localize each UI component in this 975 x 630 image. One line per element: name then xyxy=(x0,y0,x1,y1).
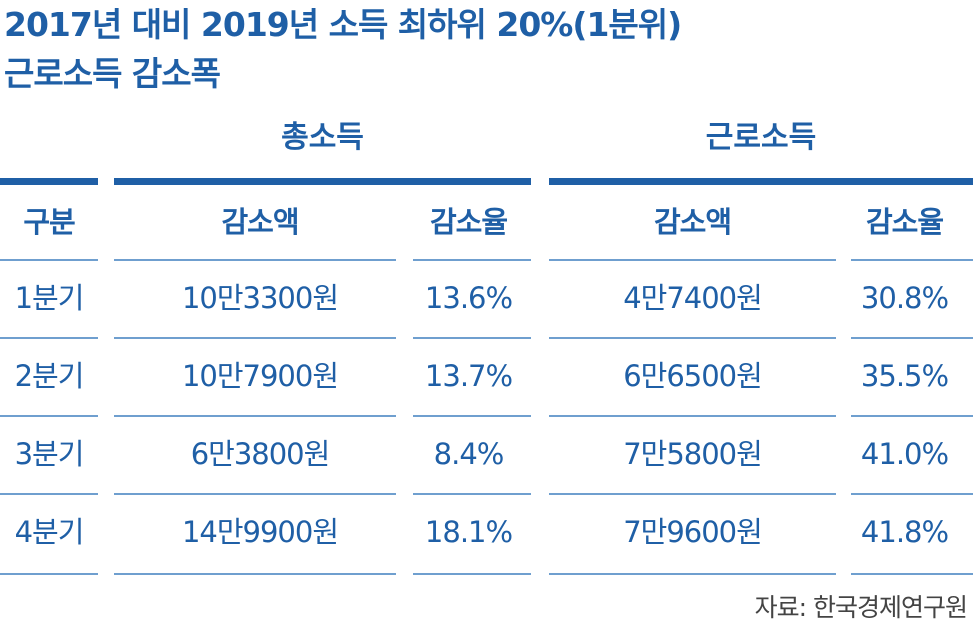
group-label-total-income: 총소득 xyxy=(281,120,364,155)
table-cell-total-amount: 10만3300원 xyxy=(181,281,339,315)
table-cell-earned-rate: 35.5% xyxy=(860,359,949,393)
chart-title-line2: 근로소득 감소폭 xyxy=(4,54,221,93)
row-rule xyxy=(549,415,836,417)
table-cell-total-rate: 8.4% xyxy=(433,437,505,471)
column-header-earned-rate: 감소율 xyxy=(865,205,944,239)
group-label-earned-income: 근로소득 xyxy=(705,120,817,155)
table-cell-category: 1분기 xyxy=(14,281,85,315)
row-rule xyxy=(413,337,531,339)
table-cell-earned-rate: 30.8% xyxy=(860,281,949,315)
row-rule xyxy=(114,337,396,339)
table-cell-earned-rate: 41.8% xyxy=(860,515,949,549)
table-cell-total-rate: 18.1% xyxy=(424,515,513,549)
column-header-earned-amount: 감소액 xyxy=(653,205,732,239)
header-rule-category xyxy=(0,178,98,185)
source-note: 자료: 한국경제연구원 xyxy=(754,593,968,622)
table-cell-earned-amount: 7만5800원 xyxy=(623,437,763,471)
table-cell-earned-rate: 41.0% xyxy=(860,437,949,471)
column-header-total-amount: 감소액 xyxy=(221,205,299,239)
table-cell-category: 3분기 xyxy=(14,437,85,471)
row-rule xyxy=(851,415,973,417)
table-cell-total-amount: 14만9900원 xyxy=(181,515,339,549)
table-cell-earned-amount: 6만6500원 xyxy=(623,359,763,393)
header-rule-total-income xyxy=(114,178,531,185)
row-rule xyxy=(0,493,98,495)
row-rule xyxy=(0,259,98,261)
row-rule xyxy=(114,415,396,417)
table-cell-category: 4분기 xyxy=(14,515,85,549)
row-rule xyxy=(851,493,973,495)
row-rule xyxy=(851,259,973,261)
row-rule xyxy=(0,573,98,575)
table-cell-total-amount: 6만3800원 xyxy=(190,437,331,471)
row-rule xyxy=(549,493,836,495)
header-rule-earned-income xyxy=(549,178,973,185)
table-cell-earned-amount: 4만7400원 xyxy=(623,281,763,315)
table-cell-category: 2분기 xyxy=(14,359,85,393)
row-rule xyxy=(114,493,396,495)
row-rule xyxy=(0,337,98,339)
row-rule xyxy=(413,259,531,261)
row-rule xyxy=(114,573,396,575)
chart-title: 2017년 대비 2019년 소득 최하위 20%(1분위) 근로소득 감소폭 xyxy=(4,0,682,98)
row-rule xyxy=(549,337,836,339)
row-rule xyxy=(413,415,531,417)
chart-title-line1: 2017년 대비 2019년 소득 최하위 20%(1분위) xyxy=(4,5,682,44)
table-cell-earned-amount: 7만9600원 xyxy=(623,515,763,549)
row-rule xyxy=(851,573,973,575)
row-rule xyxy=(851,337,973,339)
column-header-category: 구분 xyxy=(23,205,75,239)
row-rule xyxy=(413,573,531,575)
column-header-total-rate: 감소율 xyxy=(429,205,508,239)
table-cell-total-rate: 13.7% xyxy=(424,359,513,393)
row-rule xyxy=(413,493,531,495)
table-cell-total-amount: 10만7900원 xyxy=(181,359,339,393)
table-cell-total-rate: 13.6% xyxy=(424,281,513,315)
row-rule xyxy=(549,259,836,261)
row-rule xyxy=(114,259,396,261)
row-rule xyxy=(0,415,98,417)
row-rule xyxy=(549,573,836,575)
